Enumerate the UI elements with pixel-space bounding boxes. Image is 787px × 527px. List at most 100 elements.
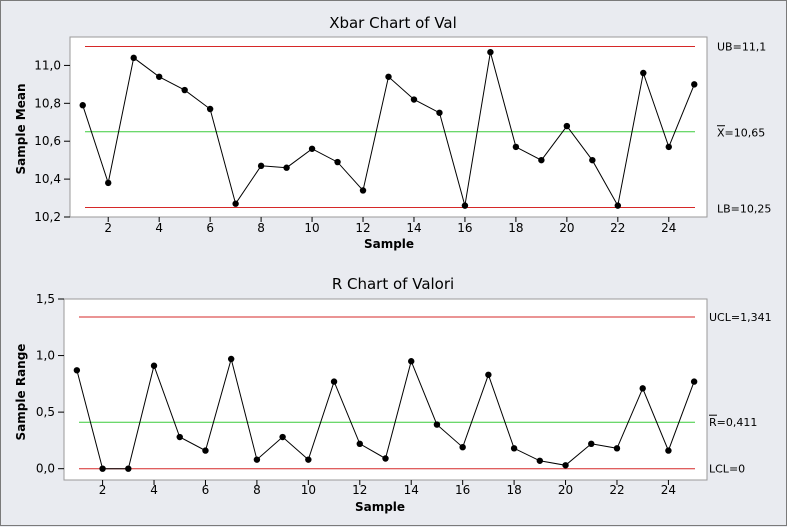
r-x-tick-label: 2 [99,483,107,497]
xbar-data-point [155,73,163,80]
r-data-point [125,465,132,472]
r-data-point [356,440,363,447]
r-data-point [330,378,338,385]
xbar-control-limits [85,45,695,209]
r-data-point [202,447,209,454]
xbar-series [79,48,698,209]
xbar-x-tick-label: 10 [304,221,319,235]
r-x-tick-label: 18 [506,483,521,497]
xbar-data-point [308,145,316,152]
r-x-axis-label: Sample [355,500,405,514]
r-y-tick-label: 0,5 [36,405,55,419]
xbar-data-point [79,102,86,109]
r-y-tick-label: 1,0 [36,349,55,363]
r-control-limits [79,316,695,470]
r-data-point [433,421,441,428]
xbar-data-point [181,86,188,94]
xbar-x-tick-label: 8 [257,221,265,235]
xbar-chart-title: Xbar Chart of Val [329,14,457,32]
r-data-point [73,367,81,374]
r-x-tick-label: 14 [404,483,419,497]
r-series [73,355,698,472]
r-data-point [279,433,286,441]
xbar-y-tick-label: 10,4 [34,172,61,186]
r-data-point [588,440,595,447]
xbar-y-axis: 10,2 10,4 10,6 10,8 11,0 [34,58,70,224]
r-data-point [536,457,544,464]
xbar-data-point [640,69,647,77]
r-data-point [408,358,415,365]
xbar-x-tick-label: 4 [155,221,163,235]
xbar-data-point [691,81,698,88]
r-x-tick-label: 24 [661,483,676,497]
r-data-point [459,443,466,451]
xbar-center-limit-label: X=10,65 [717,127,765,140]
r-x-tick-label: 10 [301,483,316,497]
xbar-lower-limit-label: LB=10,25 [717,203,771,216]
r-y-axis: 0,0 0,5 1,0 1,5 [36,292,64,476]
xbar-data-point [130,54,137,62]
xbar-data-point [614,202,622,209]
r-data-point [176,433,183,441]
xbar-limit-labels: UB=11,1 X=10,65 LB=10,25 [717,40,771,216]
xbar-y-tick-label: 11,0 [34,58,61,72]
xbar-data-point [283,164,290,171]
xbar-data-point [410,96,418,103]
xbar-data-point [436,109,443,116]
r-chart-title: R Chart of Valori [332,275,454,293]
xbar-y-tick-label: 10,8 [34,96,61,110]
r-x-tick-label: 16 [455,483,470,497]
xbar-x-tick-label: 24 [661,221,676,235]
xbar-x-tick-label: 14 [406,221,421,235]
r-data-point [150,362,158,369]
xbar-x-tick-label: 22 [610,221,625,235]
r-x-tick-label: 8 [253,483,261,497]
xbar-data-point [589,156,596,164]
xbar-data-point [512,143,520,151]
xbar-data-point [461,202,469,209]
xbar-plot-area [69,36,708,218]
r-center-limit-label: R=0,411 [709,416,757,429]
r-upper-limit-label: UCL=1,341 [709,311,772,324]
xbar-y-tick-label: 10,2 [34,210,61,224]
r-data-point [485,371,492,378]
xbar-x-tick-label: 12 [355,221,370,235]
r-x-tick-label: 20 [558,483,573,497]
r-x-tick-label: 22 [609,483,624,497]
r-data-point [382,455,389,462]
r-x-tick-label: 12 [352,483,367,497]
r-plot-area [63,298,708,481]
xbar-data-point [334,158,341,166]
xbar-data-point [232,200,239,207]
r-data-point [562,462,569,469]
xbar-x-axis-label: Sample [364,237,414,251]
xbar-x-tick-label: 2 [104,221,112,235]
xbar-data-point [487,48,494,56]
r-data-point [613,445,621,452]
r-data-point [639,385,646,392]
r-y-axis-label: Sample Range [14,344,28,441]
xbar-data-point [359,187,367,194]
r-data-point [690,378,698,385]
xbar-chart-panel: Xbar Chart of Val 10,2 10,4 10,6 10,8 11,0 2… [14,14,771,251]
r-limit-labels: UCL=1,341 R=0,411 LCL=0 [709,311,772,476]
xbar-data-point [665,143,672,151]
xbar-data-point [105,179,112,187]
xbar-x-tick-label: 20 [559,221,574,235]
r-data-point [253,456,261,463]
xbar-x-tick-label: 16 [457,221,472,235]
xbar-x-axis: 2 4 6 8 10 12 14 16 18 20 22 24 [104,217,676,235]
r-data-point [305,456,312,463]
xbar-x-tick-label: 18 [508,221,523,235]
r-data-point [665,447,672,454]
r-data-point [510,445,518,452]
xbar-data-point [257,162,265,170]
xbar-x-tick-label: 6 [206,221,214,235]
xbar-y-tick-label: 10,6 [34,134,61,148]
xbar-data-point [206,105,214,113]
r-data-point [99,465,106,472]
r-lower-limit-label: LCL=0 [709,463,745,476]
r-chart-panel: R Chart of Valori 0,00,51,01,5 2 4 6 8 10 12 1… [14,275,772,514]
